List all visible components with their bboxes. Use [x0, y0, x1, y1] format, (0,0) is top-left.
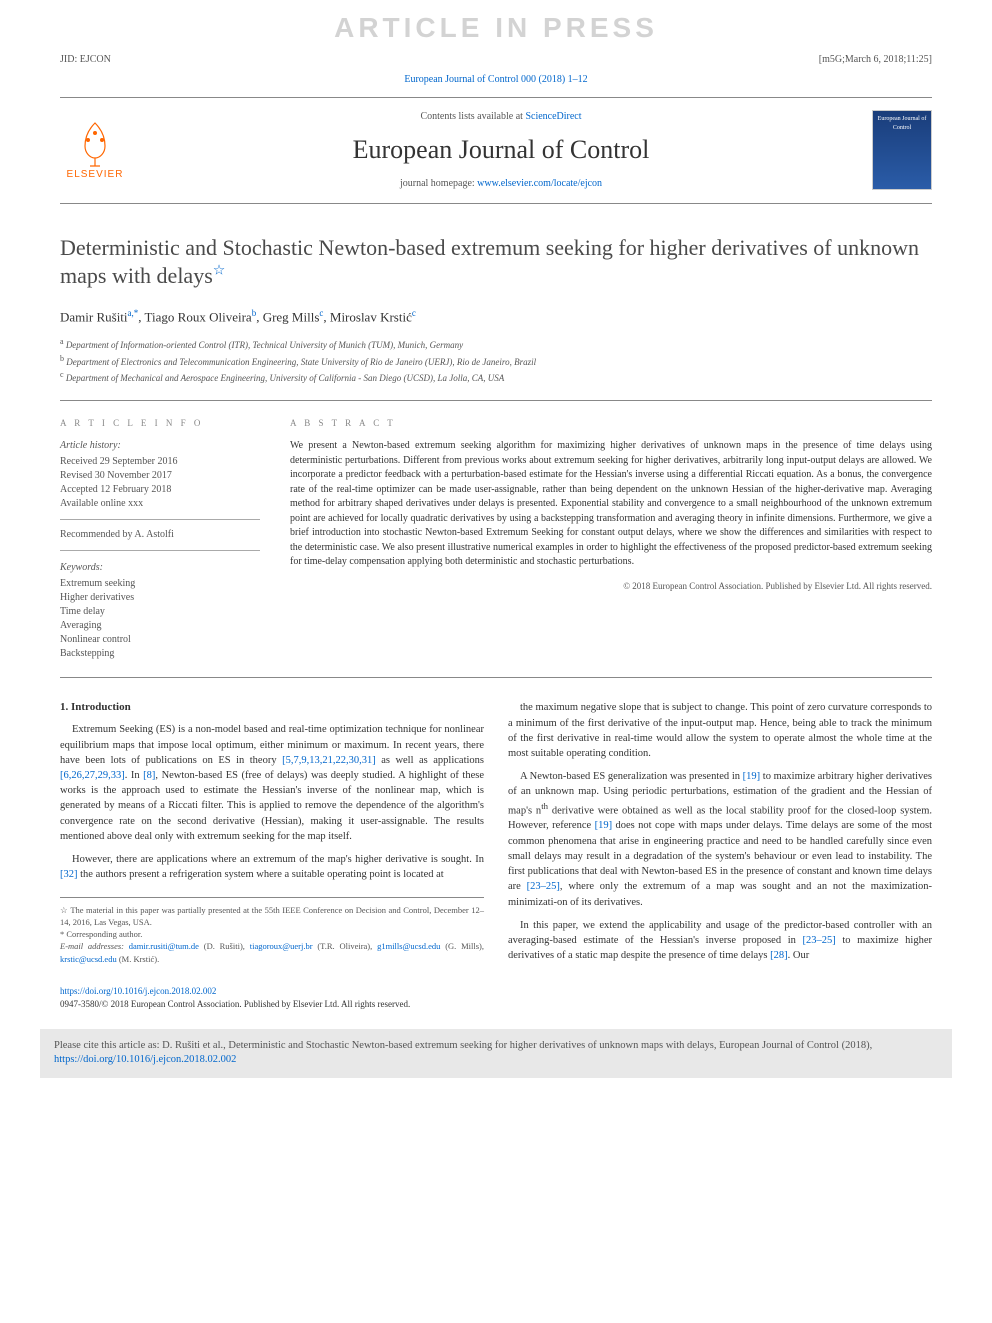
article-info-column: a r t i c l e i n f o Article history: R… [60, 417, 260, 662]
affiliation-line: b Department of Electronics and Telecomm… [60, 353, 932, 370]
masthead-center: Contents lists available at ScienceDirec… [130, 110, 872, 190]
homepage-line: journal homepage: www.elsevier.com/locat… [130, 177, 872, 191]
jid-label: JID: EJCON [60, 53, 111, 67]
abstract-copyright: © 2018 European Control Association. Pub… [290, 580, 932, 593]
footnote-corresponding: * Corresponding author. [60, 928, 484, 940]
article-title: Deterministic and Stochastic Newton-base… [60, 234, 932, 291]
journal-cover-thumbnail[interactable]: European Journal of Control [872, 110, 932, 190]
footnotes-block: ☆ The material in this paper was partial… [60, 897, 484, 966]
keyword: Nonlinear control [60, 633, 260, 647]
keyword: Averaging [60, 619, 260, 633]
body-paragraph: A Newton-based ES generalization was pre… [508, 769, 932, 909]
author-list: Damir Rušitia,*, Tiago Roux Oliveirab, G… [60, 307, 932, 327]
body-paragraph: Extremum Seeking (ES) is a non-model bas… [60, 722, 484, 844]
citation-text: Please cite this article as: D. Rušiti e… [54, 1040, 872, 1051]
abstract-column: a b s t r a c t We present a Newton-base… [290, 417, 932, 662]
history-line: Available online xxx [60, 497, 260, 511]
title-text: Deterministic and Stochastic Newton-base… [60, 235, 919, 289]
abstract-heading: a b s t r a c t [290, 417, 932, 430]
cover-title: European Journal of Control [877, 115, 927, 132]
article-info-heading: a r t i c l e i n f o [60, 417, 260, 430]
journal-reference-line: European Journal of Control 000 (2018) 1… [0, 69, 992, 97]
journal-ref-link[interactable]: European Journal of Control 000 (2018) 1… [404, 74, 587, 85]
homepage-link[interactable]: www.elsevier.com/locate/ejcon [477, 178, 602, 189]
issn-copyright: 0947-3580/© 2018 European Control Associ… [60, 999, 410, 1009]
history-line: Received 29 September 2016 [60, 455, 260, 469]
contents-line: Contents lists available at ScienceDirec… [130, 110, 872, 124]
elsevier-logo[interactable]: ELSEVIER [60, 110, 130, 190]
keywords-block: Keywords: Extremum seekingHigher derivat… [60, 561, 260, 661]
abstract-body: We present a Newton-based extremum seeki… [290, 439, 932, 570]
footnote-emails: E-mail addresses: damir.rusiti@tum.de (D… [60, 940, 484, 965]
citation-doi-link[interactable]: https://doi.org/10.1016/j.ejcon.2018.02.… [54, 1054, 236, 1065]
body-paragraph: However, there are applications where an… [60, 852, 484, 882]
doi-block: https://doi.org/10.1016/j.ejcon.2018.02.… [60, 985, 932, 1010]
keywords-label: Keywords: [60, 561, 260, 575]
right-column: the maximum negative slope that is subje… [508, 700, 932, 971]
affiliation-line: c Department of Mechanical and Aerospace… [60, 369, 932, 386]
sciencedirect-link[interactable]: ScienceDirect [525, 111, 581, 122]
recommended-block: Recommended by A. Astolfi [60, 528, 260, 551]
affiliation-line: a Department of Information-oriented Con… [60, 336, 932, 353]
footnote-star: ☆ The material in this paper was partial… [60, 904, 484, 929]
keyword: Higher derivatives [60, 591, 260, 605]
separator-rule-2 [60, 677, 932, 678]
keyword: Time delay [60, 605, 260, 619]
elsevier-tree-icon [70, 118, 120, 168]
journal-name: European Journal of Control [130, 132, 872, 168]
history-line: Revised 30 November 2017 [60, 469, 260, 483]
title-footnote-star[interactable]: ☆ [213, 264, 226, 279]
body-paragraph: the maximum negative slope that is subje… [508, 700, 932, 761]
history-label: Article history: [60, 439, 260, 453]
separator-rule [60, 400, 932, 401]
masthead: ELSEVIER Contents lists available at Sci… [60, 97, 932, 203]
top-meta-bar: JID: EJCON [m5G;March 6, 2018;11:25] [0, 51, 992, 69]
citation-box: Please cite this article as: D. Rušiti e… [40, 1029, 952, 1078]
info-abstract-row: a r t i c l e i n f o Article history: R… [60, 417, 932, 662]
body-paragraph: In this paper, we extend the applicabili… [508, 918, 932, 964]
keyword: Extremum seeking [60, 577, 260, 591]
body-two-columns: 1. Introduction Extremum Seeking (ES) is… [60, 700, 932, 971]
homepage-prefix: journal homepage: [400, 178, 477, 189]
affiliations: a Department of Information-oriented Con… [60, 336, 932, 386]
section-1-heading: 1. Introduction [60, 700, 484, 716]
email-link[interactable]: krstic@ucsd.edu [60, 954, 117, 964]
keyword: Backstepping [60, 647, 260, 661]
elsevier-text: ELSEVIER [67, 168, 124, 182]
doi-link[interactable]: https://doi.org/10.1016/j.ejcon.2018.02.… [60, 986, 216, 996]
watermark-banner: ARTICLE IN PRESS [0, 0, 992, 51]
build-meta: [m5G;March 6, 2018;11:25] [819, 53, 932, 67]
left-column: 1. Introduction Extremum Seeking (ES) is… [60, 700, 484, 971]
email-link[interactable]: tiagoroux@uerj.br [250, 941, 313, 951]
email-link[interactable]: damir.rusiti@tum.de [129, 941, 199, 951]
article-history-block: Article history: Received 29 September 2… [60, 439, 260, 520]
contents-prefix: Contents lists available at [420, 111, 525, 122]
history-line: Accepted 12 February 2018 [60, 483, 260, 497]
email-link[interactable]: g1mills@ucsd.edu [377, 941, 440, 951]
recommended-by: Recommended by A. Astolfi [60, 528, 260, 542]
